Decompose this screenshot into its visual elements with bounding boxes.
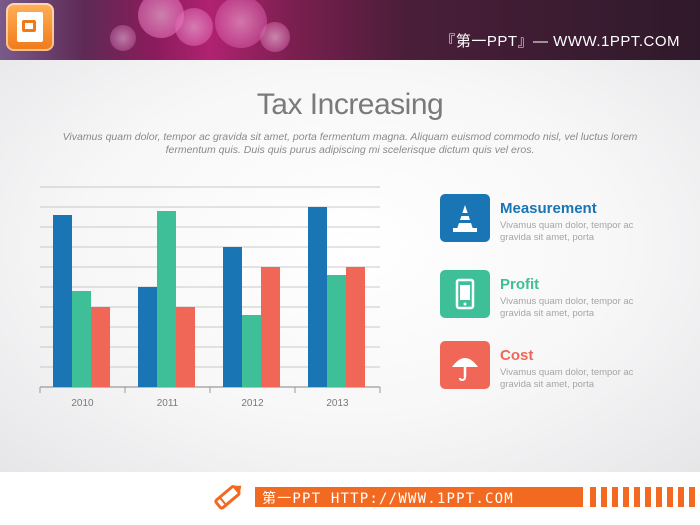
legend-name: Cost [500, 347, 534, 364]
legend-swatch [440, 341, 490, 389]
legend-desc: Vivamus quam dolor, tempor ac gravida si… [500, 367, 634, 390]
ppt-logo-icon [6, 3, 54, 51]
legend-desc: Vivamus quam dolor, tempor ac gravida si… [500, 220, 634, 243]
bar-measurement-2010 [53, 215, 72, 387]
brand-text: 『第一PPT』— WWW.1PPT.COM [440, 33, 680, 50]
bar-measurement-2011 [138, 287, 157, 387]
legend-item-cost: Cost Vivamus quam dolor, tempor ac gravi… [440, 341, 650, 391]
legend-name: Profit [500, 276, 540, 293]
pencil-icon [214, 485, 242, 510]
traffic-cone-icon [453, 205, 477, 232]
x-tick-label: 2013 [326, 398, 349, 409]
legend-desc: Vivamus quam dolor, tempor ac gravida si… [500, 296, 634, 319]
bar-profit-2012 [242, 315, 261, 387]
x-tick-label: 2011 [157, 398, 179, 409]
bar-measurement-2012 [223, 247, 242, 387]
subtitle-line: fermentum quis. Duis quis purus adipisci… [165, 144, 535, 156]
mobile-phone-icon [455, 278, 475, 310]
bar-measurement-2013 [308, 207, 327, 387]
bokeh-light [260, 22, 290, 52]
bokeh-light [110, 25, 136, 51]
x-tick-label: 2012 [241, 398, 264, 409]
bar-profit-2011 [157, 211, 176, 387]
header-banner: 『第一PPT』— WWW.1PPT.COM [0, 0, 700, 60]
legend-swatch [440, 194, 490, 242]
legend-swatch [440, 270, 490, 318]
legend-item-profit: Profit Vivamus quam dolor, tempor ac gra… [440, 270, 650, 320]
bokeh-light [175, 8, 213, 46]
legend-item-measurement: Measurement Vivamus quam dolor, tempor a… [440, 194, 650, 244]
slide-background [0, 60, 700, 472]
bar-cost-2011 [176, 307, 195, 387]
footer-bar [255, 487, 583, 507]
bar-cost-2013 [346, 267, 365, 387]
x-tick-label: 2010 [71, 398, 94, 409]
subtitle-line: Vivamus quam dolor, tempor ac gravida si… [62, 131, 638, 143]
slide-title: Tax Increasing [256, 88, 444, 121]
bar-profit-2013 [327, 275, 346, 387]
bar-profit-2010 [72, 291, 91, 387]
bokeh-light [215, 0, 267, 48]
bar-cost-2010 [91, 307, 110, 387]
bar-cost-2012 [261, 267, 280, 387]
slide-subtitle: Vivamus quam dolor, tempor ac gravida si… [50, 131, 650, 157]
umbrella-icon [452, 358, 478, 382]
legend-name: Measurement [500, 200, 597, 217]
footer-url[interactable]: 第一PPT HTTP://WWW.1PPT.COM [262, 491, 514, 507]
